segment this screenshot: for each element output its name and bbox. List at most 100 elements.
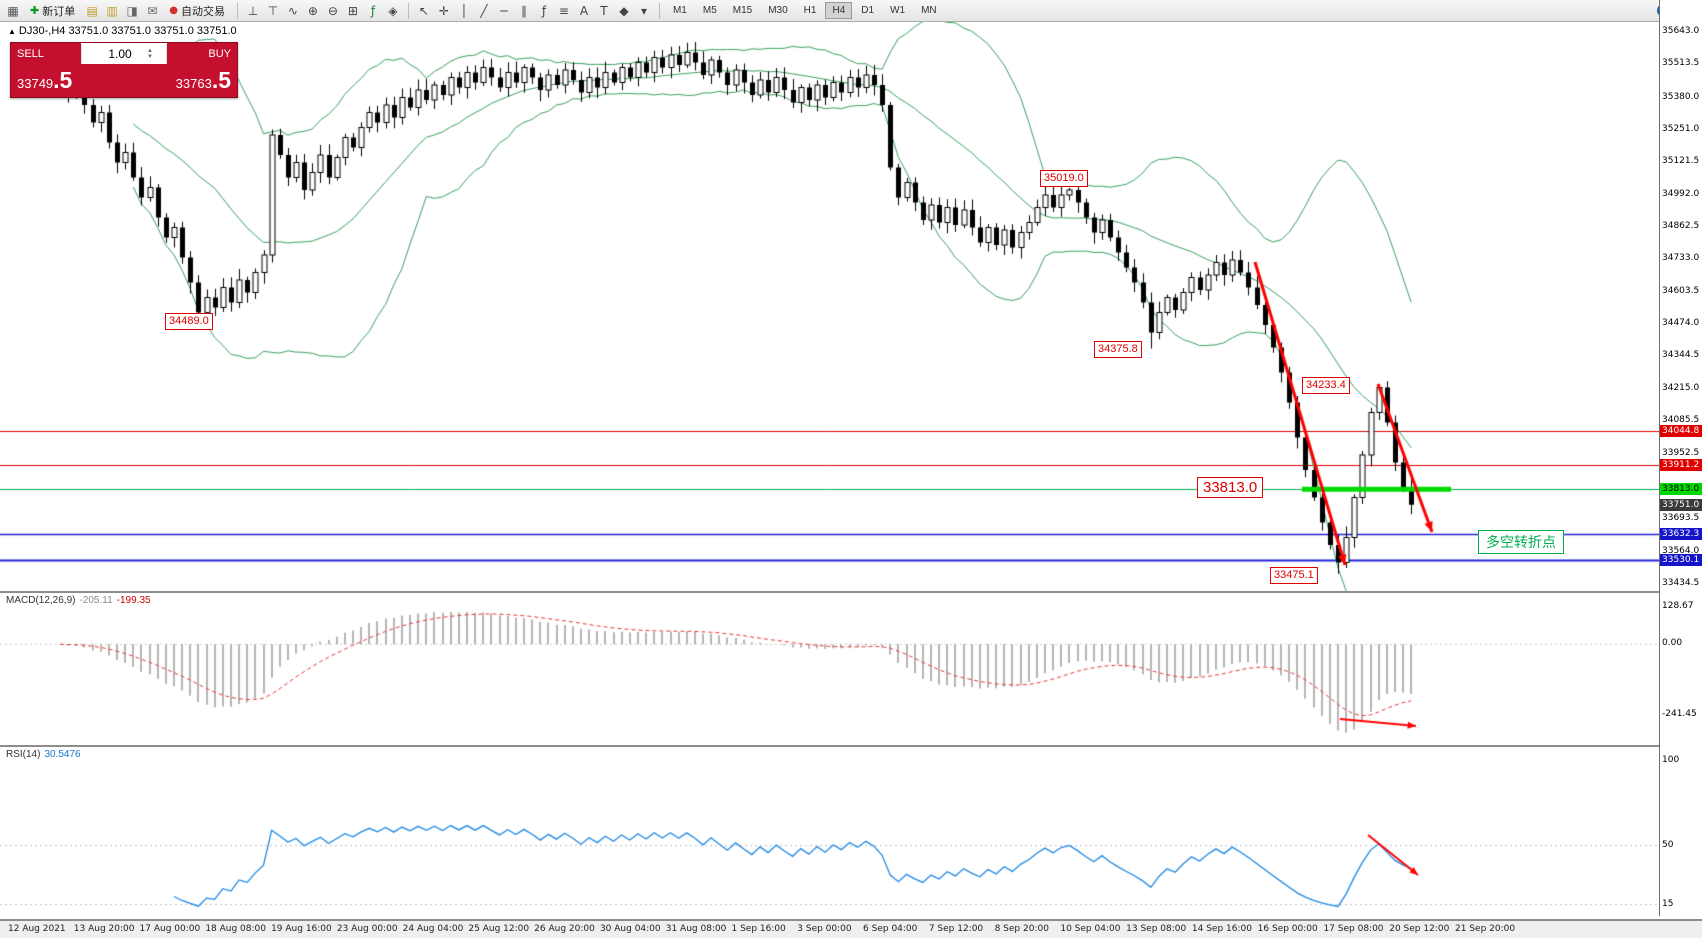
horizontal-line-icon[interactable]: ─ [500,3,508,18]
volume-up-button[interactable]: ▲ [147,47,153,54]
volume-input[interactable] [95,45,146,62]
price-chart-canvas[interactable] [0,22,1660,592]
time-axis-label: 26 Aug 20:00 [534,924,595,934]
price-tick: 33564.0 [1662,545,1700,556]
timeframe-mn[interactable]: MN [921,5,937,16]
time-axis-label: 24 Aug 04:00 [402,924,464,934]
price-tick: 35121.5 [1662,156,1700,167]
price-tick: 34862.5 [1662,220,1700,231]
pane-splitter[interactable] [0,745,1702,747]
timeframe-m30[interactable]: M30 [768,5,788,16]
buy-button[interactable]: BUY [167,43,237,64]
autotrade-icon: ● [169,5,178,16]
bar-chart-icon[interactable]: ⊥ [247,3,259,18]
toolbar-separator [236,2,238,19]
mail-icon[interactable]: ✉ [147,3,158,18]
price-tick: 33693.5 [1662,513,1700,524]
price-tick: 35643.0 [1662,25,1700,36]
timeframe-m5[interactable]: M5 [702,5,717,16]
toolbar: ▦ ✚ 新订单 ▤ ▥ ◨ ✉ ● 自动交易 ⊥ ⊤ ∿ ⊕ ⊖ ⊞ ƒ ◈ ↖ ✛ │ ╱ ─ ∥ ƒ ≡ A T ◆… [0,0,1702,22]
sell-button[interactable]: SELL [11,43,81,64]
buy-price[interactable]: 33763.5 [175,66,231,93]
time-axis-label: 3 Sep 00:00 [797,924,852,934]
price-scale[interactable]: 35643.0 35513.5 35380.0 35251.0 35121.5 34992… [1659,0,1702,916]
sell-price[interactable]: 33749.5 [17,66,73,93]
price-tick: 34344.5 [1662,350,1700,361]
price-tick: -241.45 [1662,708,1697,719]
time-axis-label: 8 Sep 20:00 [994,924,1049,934]
turning-point-note: 多空转折点 [1478,530,1564,554]
price-annotation: 34489.0 [165,313,213,330]
vertical-line-icon[interactable]: │ [460,3,468,18]
new-order-label: 新订单 [42,5,76,18]
time-axis-label: 13 Sep 08:00 [1126,924,1187,934]
timeframe-h4[interactable]: H4 [825,2,853,19]
time-axis-label: 30 Aug 04:00 [599,924,661,934]
volume-field: ▲ ▼ [82,43,166,64]
time-axis-label: 17 Aug 00:00 [139,924,201,934]
plus-icon: ✚ [30,4,40,17]
collapse-panel-arrow[interactable]: ▲ [8,27,16,36]
dropdown-arrow-icon[interactable]: ▾ [640,3,647,18]
price-tag: 33813.0 [1660,483,1702,496]
time-axis-label: 10 Sep 04:00 [1060,924,1121,934]
price-annotation: 35019.0 [1040,170,1088,187]
channel-icon[interactable]: ∥ [520,3,527,18]
time-axis[interactable]: 12 Aug 2021 13 Aug 20:00 17 Aug 00:00 18 Au… [0,921,1702,938]
terminal-icon[interactable]: ◨ [126,3,138,18]
grid-icon[interactable]: ≡ [558,3,569,18]
price-tick: 0.00 [1662,638,1683,649]
timeframe-w1[interactable]: W1 [890,5,906,16]
macd-label: MACD(12,26,9) -205.11 -199.35 [6,595,151,606]
label-icon[interactable]: T [600,3,608,18]
timeframe-m15[interactable]: M15 [732,5,753,16]
price-tick: 33434.5 [1662,577,1700,588]
price-tick: 34215.0 [1662,382,1700,393]
new-chart-icon[interactable]: ▦ [7,3,19,18]
time-axis-label: 21 Sep 20:00 [1455,924,1516,934]
zoom-in-icon[interactable]: ⊕ [307,3,318,18]
price-tag: 34044.8 [1660,425,1702,438]
volume-down-button[interactable]: ▼ [147,53,153,60]
autotrade-label: 自动交易 [180,5,225,18]
price-annotation: 33475.1 [1270,567,1318,584]
symbol-info-line: ▲ DJ30-,H4 33751.0 33751.0 33751.0 33751.… [8,25,237,37]
templates-icon[interactable]: ◈ [388,3,398,18]
macd-canvas[interactable] [0,593,1660,746]
candlestick-chart-icon[interactable]: ⊤ [267,3,279,18]
trendline-icon[interactable]: ╱ [480,3,488,18]
pane-splitter[interactable] [0,919,1702,921]
text-icon[interactable]: A [579,3,589,18]
time-axis-label: 18 Aug 08:00 [205,924,266,934]
profiles-icon[interactable]: ▥ [106,3,118,18]
price-tick: 35251.0 [1662,123,1700,134]
shapes-icon[interactable]: ◆ [619,3,629,18]
autotrade-button[interactable]: ● 自动交易 [163,2,231,20]
price-tick: 128.67 [1662,600,1694,611]
price-tag: 33632.3 [1660,528,1702,541]
price-pane: ▲ DJ30-,H4 33751.0 33751.0 33751.0 33751.… [0,22,1660,592]
price-tick: 15 [1662,898,1674,909]
tile-windows-icon[interactable]: ⊞ [347,3,358,18]
price-tick: 34603.5 [1662,285,1700,296]
rsi-canvas[interactable] [0,747,1660,919]
one-click-trading-panel: SELL ▲ ▼ BUY 33749.5 33763.5 [10,42,238,98]
cursor-icon[interactable]: ↖ [418,3,429,18]
timeframe-h1[interactable]: H1 [803,5,817,16]
pane-splitter[interactable] [0,591,1702,593]
price-tick: 34992.0 [1662,188,1700,199]
line-chart-icon[interactable]: ∿ [287,3,298,18]
charts-icon[interactable]: ▤ [86,3,98,18]
timeframe-m1[interactable]: M1 [672,5,687,16]
time-axis-label: 6 Sep 04:00 [863,924,918,934]
new-order-button[interactable]: ✚ 新订单 [24,2,81,20]
fibonacci-icon[interactable]: ƒ [541,3,547,18]
price-tick: 33952.5 [1662,448,1700,459]
timeframe-d1[interactable]: D1 [861,5,875,16]
crosshair-icon[interactable]: ✛ [438,3,449,18]
indicators-icon[interactable]: ƒ [370,3,376,18]
price-tick: 34085.5 [1662,415,1700,426]
toolbar-separator [407,2,409,19]
price-annotation: 34375.8 [1094,341,1142,358]
zoom-out-icon[interactable]: ⊖ [327,3,338,18]
